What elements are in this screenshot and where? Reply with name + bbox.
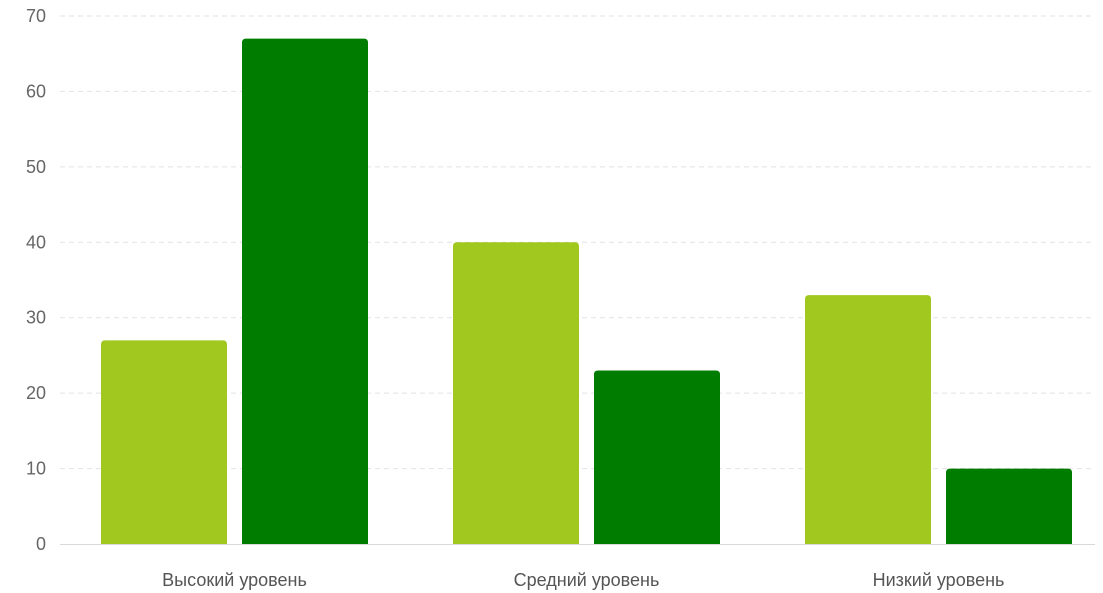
bar-series-1-3[interactable] [805,295,931,544]
y-tick-label: 50 [26,157,46,177]
y-tick-label: 30 [26,308,46,328]
bar-series-2-1[interactable] [242,38,368,544]
x-category-label: Низкий уровень [873,570,1005,590]
y-tick-label: 0 [36,534,46,554]
bar-series-1-2[interactable] [453,242,579,545]
bar-series-1-1[interactable] [101,340,227,544]
y-tick-label: 40 [26,232,46,252]
bar-series-2-3[interactable] [946,468,1072,544]
y-tick-label: 10 [26,459,46,479]
x-category-label: Высокий уровень [162,570,307,590]
x-axis: Высокий уровень Средний уровень Низкий уро… [162,570,1004,590]
y-tick-label: 70 [26,6,46,26]
bars [101,38,1072,545]
y-tick-label: 20 [26,383,46,403]
bar-series-2-2[interactable] [594,370,720,544]
x-category-label: Средний уровень [514,570,660,590]
y-tick-label: 60 [26,81,46,101]
y-axis: 0 10 20 30 40 50 60 70 [26,6,46,554]
